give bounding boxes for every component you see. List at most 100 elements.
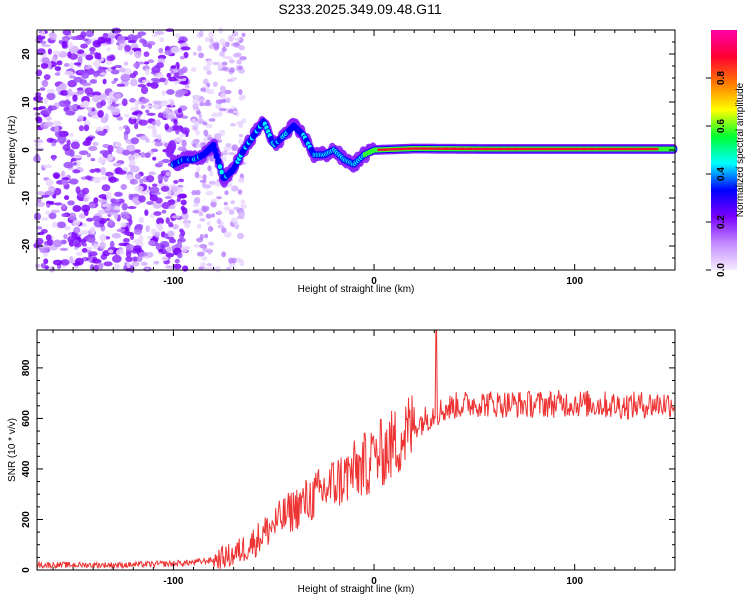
spectrogram-ridge-red — [610, 147, 613, 151]
spectrogram-noise-blob — [173, 119, 178, 125]
spectrogram-noise-blob — [133, 152, 140, 159]
spectrogram-ridge-red — [473, 147, 477, 151]
spectrogram-noise-blob — [110, 69, 120, 75]
spectrogram-ridge-red — [629, 147, 632, 151]
spectrogram-ridge-red — [616, 147, 620, 151]
spectrogram-noise-blob — [60, 170, 66, 177]
spectrogram-ridge-red — [605, 147, 608, 151]
spectrogram-ridge-red — [501, 147, 504, 151]
spectrogram-noise-blob — [138, 119, 148, 126]
spectrogram-noise-blob — [208, 180, 217, 185]
spectrogram-noise-blob — [138, 217, 145, 224]
spectrogram-noise-blob — [238, 45, 245, 51]
spectrogram-noise-blob — [207, 137, 214, 141]
spectrogram-noise-blob — [165, 171, 171, 177]
spectrogram-noise-blob — [102, 143, 110, 149]
spectrogram-ridge-red — [554, 147, 557, 151]
spectrogram-noise-blob — [166, 246, 172, 253]
spectrogram-noise-blob — [154, 141, 163, 147]
spectrogram-noise-blob — [211, 112, 220, 118]
spectrogram-noise-blob — [51, 139, 58, 144]
spectrogram-ridge-cyan — [217, 164, 223, 170]
spectrogram-noise-blob — [52, 50, 62, 55]
spectrogram-ridge-red — [648, 147, 652, 151]
spectrogram-noise-blob — [208, 241, 214, 246]
spectrogram-noise-blob — [145, 251, 154, 258]
snr-x-label: Height of straight line (km) — [298, 584, 415, 595]
spectrogram-noise-blob — [118, 170, 127, 175]
spectrogram-ridge-red — [558, 147, 562, 151]
spectrogram-noise-blob — [70, 36, 81, 41]
spectrogram-noise-blob — [62, 144, 71, 152]
spectrogram-noise-blob — [125, 244, 135, 250]
spectrogram-ridge-green — [672, 146, 676, 152]
spectrogram-noise-blob — [110, 209, 121, 213]
spectrogram-noise-blob — [237, 189, 243, 195]
spectrogram-noise-blob — [235, 259, 243, 263]
spectrogram-noise-blob — [37, 231, 45, 236]
spectrogram-noise-blob — [140, 86, 149, 95]
spectrogram-noise-blob — [147, 240, 156, 246]
spectrogram-noise-blob — [198, 211, 204, 217]
spectrogram-noise-blob — [121, 98, 128, 107]
spectrogram-ridge-red — [631, 147, 634, 151]
spectrogram-noise-blob — [174, 258, 180, 264]
spectrogram-noise-blob — [165, 253, 175, 258]
spectrogram-noise-blob — [85, 106, 93, 111]
spectrogram-noise-blob — [206, 221, 211, 227]
spectrogram-noise-blob — [69, 149, 75, 158]
spectrogram-noise-blob — [61, 40, 68, 49]
spectrogram-noise-blob — [69, 62, 74, 70]
spectrogram-noise-blob — [72, 204, 82, 213]
spectrogram-ridge-red — [387, 148, 390, 151]
spectrogram-ridge-red — [460, 147, 464, 151]
spectrogram-ridge-red — [451, 147, 454, 150]
spectrogram-noise-blob — [51, 120, 62, 126]
spectrogram-noise-blob — [136, 113, 142, 118]
spectrogram-noise-blob — [159, 37, 165, 43]
spectrogram-noise-blob — [182, 265, 189, 272]
snr-y-tick-label: 200 — [21, 511, 32, 528]
spectrogram-ridge-red — [600, 147, 604, 151]
spectrogram-ridge-red — [419, 147, 422, 150]
spectrogram-ridge-core — [212, 147, 219, 155]
spectrogram-ridge-red — [424, 147, 427, 150]
spectrogram-ridge-red — [634, 147, 637, 151]
spectrogram-noise-blob — [104, 113, 109, 121]
spectrogram-noise-blob — [123, 214, 130, 220]
colorbar-tick-label: 0.0 — [716, 263, 727, 277]
spectrogram-noise-blob — [89, 46, 96, 53]
spectrogram-noise-blob — [54, 72, 61, 76]
spectrogram-noise-blob — [212, 81, 218, 88]
spectrogram-noise-blob — [171, 124, 180, 131]
spectrogram-noise-blob — [171, 215, 181, 219]
spectrogram-ridge-green — [372, 147, 376, 153]
spectrogram-noise-blob — [83, 197, 89, 202]
spectrogram-noise-blob — [227, 108, 234, 114]
spectrogram-ridge-red — [444, 147, 448, 150]
spectrogram-noise-blob — [81, 248, 88, 253]
spectrogram-noise-blob — [40, 29, 46, 37]
spectrogram-noise-blob — [76, 87, 85, 91]
spectrogram-ridge-green — [667, 146, 671, 152]
spectrogram-ridge-red — [440, 147, 443, 150]
spectrogram-noise-blob — [178, 89, 188, 95]
spectrogram-x-label: Height of straight line (km) — [298, 284, 415, 295]
spectrogram-ridge — [165, 116, 678, 188]
spectrogram-noise-blob — [199, 243, 208, 249]
spectrogram-noise-blob — [80, 31, 87, 39]
spectrogram-ridge-red — [513, 147, 517, 151]
spectrogram-noise-blob — [216, 218, 222, 225]
spectrogram-noise-blob — [192, 98, 200, 105]
spectrogram-ridge-red — [537, 147, 541, 151]
spectrogram-ridge-red — [517, 147, 520, 151]
spectrogram-ridge-red — [388, 148, 392, 151]
spectrogram-ridge-red — [536, 147, 539, 151]
spectrogram-noise-blob — [35, 237, 44, 245]
spectrogram-ridge-red — [624, 147, 628, 151]
spectrogram-ridge-red — [407, 147, 411, 150]
spectrogram-noise-blob — [49, 266, 56, 273]
spectrogram-ridge-red — [579, 147, 583, 151]
spectrogram-noise-blob — [116, 116, 124, 121]
spectrogram-ridge-red — [496, 147, 499, 151]
